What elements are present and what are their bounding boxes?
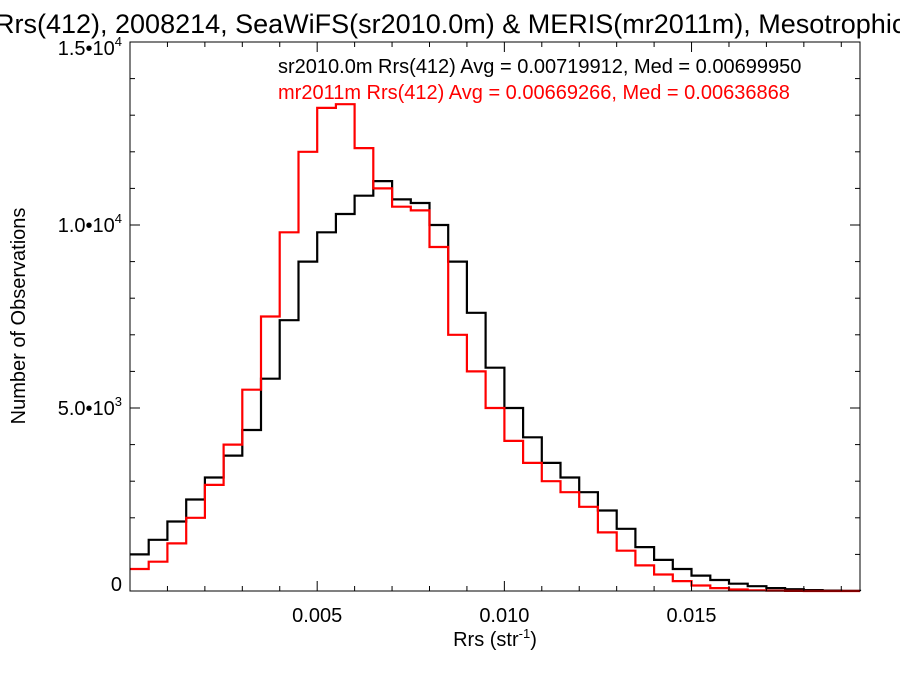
y-tick-label: 0 xyxy=(111,574,122,596)
x-tick-label: 0.010 xyxy=(479,605,529,627)
plot-frame xyxy=(129,41,861,592)
y-tick-label: 1.0•104 xyxy=(58,211,122,237)
x-axis-title-sup: -1 xyxy=(519,626,531,641)
chart-title: Rrs(412), 2008214, SeaWiFS(sr2010.0m) & … xyxy=(0,9,900,39)
x-axis-title-text: Rrs (str xyxy=(453,629,519,651)
legend: sr2010.0m Rrs(412) Avg = 0.00719912, Med… xyxy=(278,56,801,104)
series-line-seawifs xyxy=(130,180,862,592)
y-tick-mantissa: 1.0•10 xyxy=(58,215,115,237)
y-tick-exponent: 4 xyxy=(115,34,122,49)
y-tick-label: 1.5•104 xyxy=(58,34,122,60)
y-tick-exponent: 3 xyxy=(115,394,122,409)
x-axis-title-close: ) xyxy=(530,629,537,651)
y-tick-mantissa: 0 xyxy=(111,574,122,596)
y-tick-mantissa: 5.0•10 xyxy=(58,398,115,420)
legend-entry-seawifs: sr2010.0m Rrs(412) Avg = 0.00719912, Med… xyxy=(278,56,801,78)
y-tick-label: 5.0•103 xyxy=(58,394,122,420)
y-tick-exponent: 4 xyxy=(115,211,122,226)
series-line-meris xyxy=(130,103,860,593)
x-axis-title: Rrs (str-1) xyxy=(453,626,537,651)
series-layer xyxy=(130,103,862,593)
legend-entry-meris: mr2011m Rrs(412) Avg = 0.00669266, Med =… xyxy=(278,82,790,104)
x-tick-label: 0.005 xyxy=(292,605,342,627)
y-tick-mantissa: 1.5•10 xyxy=(58,38,115,60)
y-axis-title: Number of Observations xyxy=(8,208,30,425)
x-tick-label: 0.015 xyxy=(667,605,717,627)
